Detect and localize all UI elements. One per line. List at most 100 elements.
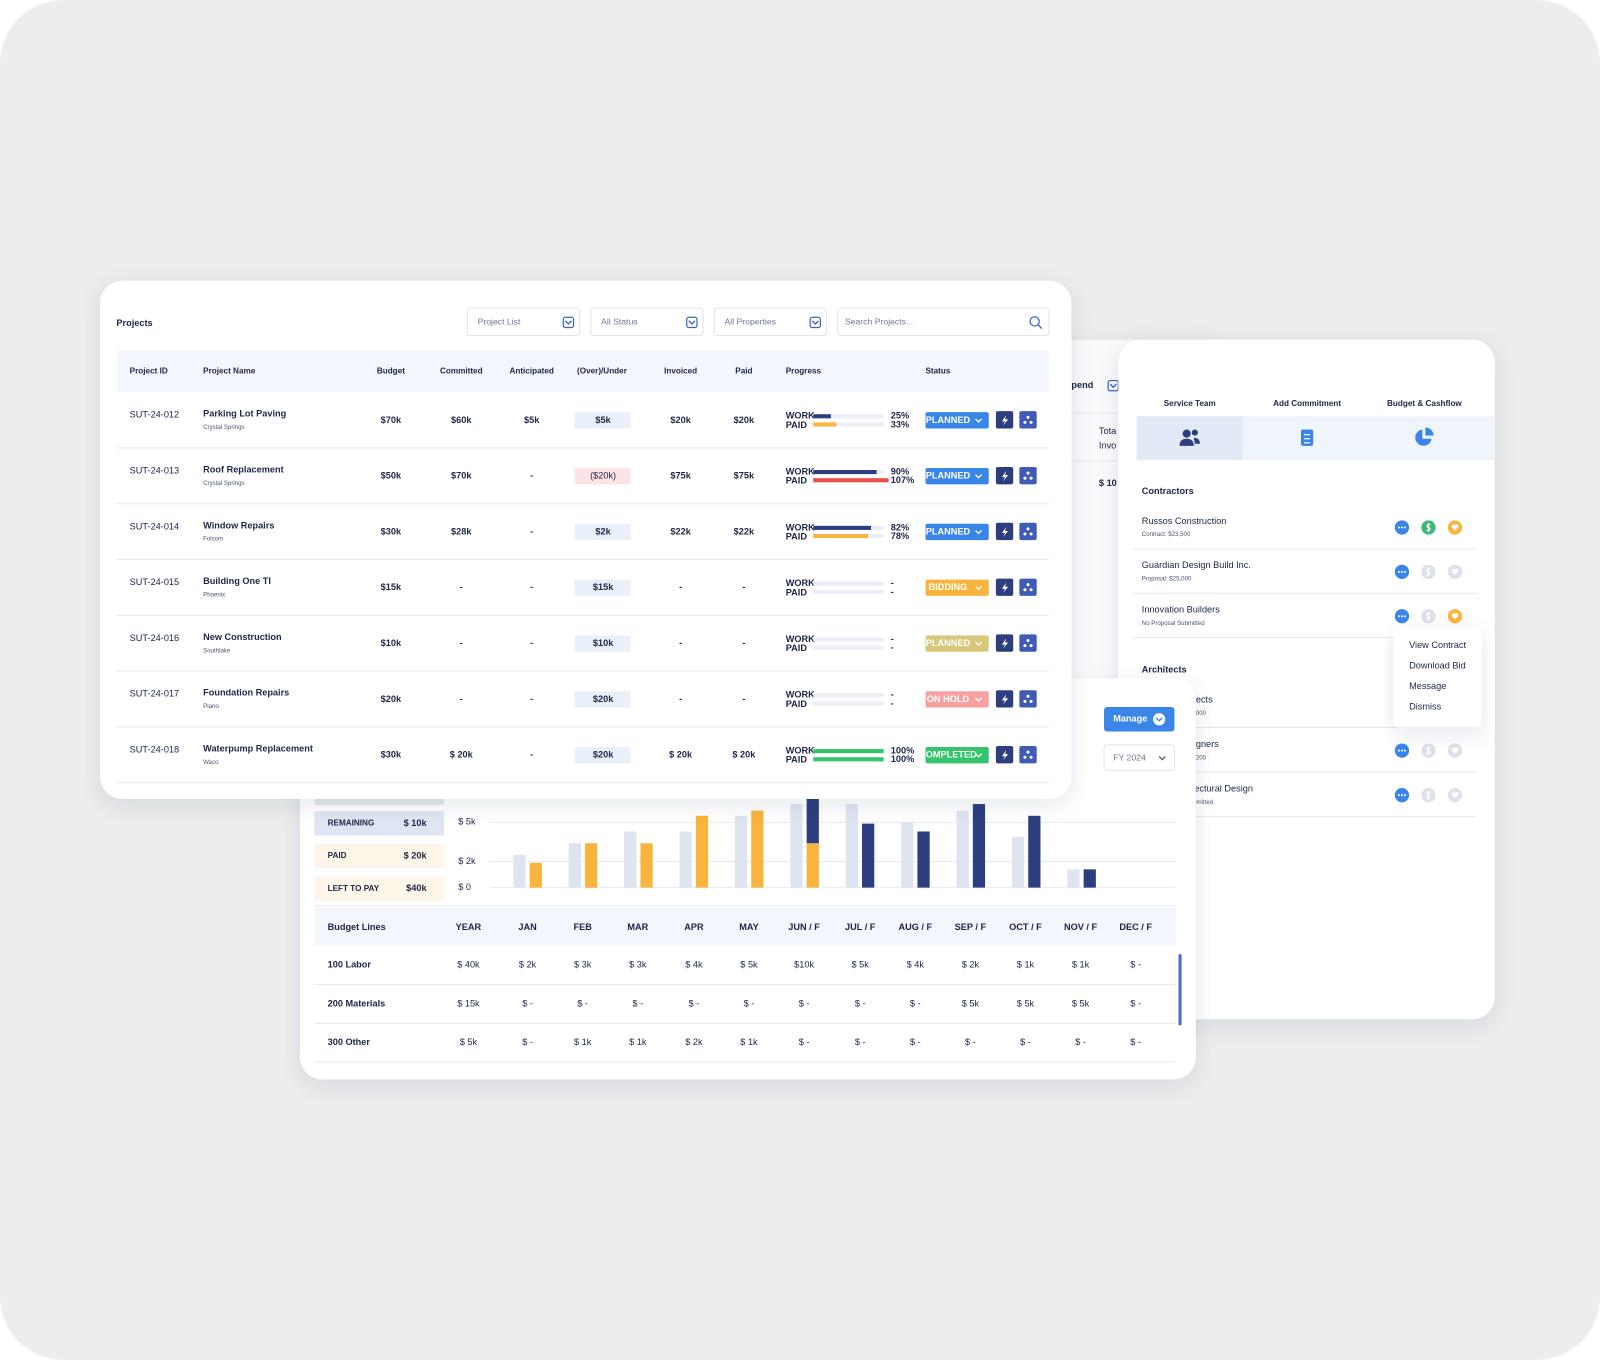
menu-item[interactable]: Download Bid xyxy=(1409,661,1466,671)
amount: $ 20k xyxy=(669,750,693,760)
team-button[interactable] xyxy=(1019,746,1037,764)
team-dot xyxy=(1029,476,1033,480)
chevron-icon xyxy=(1158,756,1166,761)
context-menu xyxy=(1393,628,1482,728)
status-pill[interactable] xyxy=(925,467,989,485)
progress-track xyxy=(813,645,884,650)
filter-select[interactable] xyxy=(466,307,581,337)
bar xyxy=(901,822,914,888)
more-dot xyxy=(1397,570,1400,573)
amount: $75k xyxy=(734,471,755,481)
status-pill[interactable] xyxy=(925,691,989,708)
cell: $ 40k xyxy=(457,960,480,970)
y-tick-label: $ 0 xyxy=(458,882,471,892)
cell: $ 3k xyxy=(574,960,592,970)
status-label: BIDDING xyxy=(929,582,968,592)
manage-label: Manage xyxy=(1113,714,1147,724)
project-location: Plano xyxy=(203,703,219,710)
menu-item[interactable]: View Contract xyxy=(1409,640,1466,650)
over-under: $5k xyxy=(595,415,611,425)
row-label: 300 Other xyxy=(328,1037,371,1047)
project-name: Waterpump Replacement xyxy=(203,743,313,753)
column-header: /Under xyxy=(601,367,628,376)
pie-icon xyxy=(1415,429,1432,446)
filter-select[interactable] xyxy=(590,307,704,337)
over-under: $2k xyxy=(595,526,611,536)
dollar-glyph xyxy=(1426,746,1431,756)
column-header: (Over) xyxy=(577,367,601,376)
paid-bar xyxy=(813,534,869,539)
team-dot xyxy=(1023,644,1027,648)
team-button[interactable] xyxy=(1019,690,1037,708)
cell: $ - xyxy=(910,1037,921,1047)
status-pill[interactable] xyxy=(925,523,989,541)
cell: $ 4k xyxy=(685,960,703,970)
chevron-icon xyxy=(975,474,983,479)
team-icon xyxy=(1193,437,1200,444)
project-location: Crystal Springs xyxy=(203,424,244,431)
scrollbar xyxy=(1178,953,1182,1026)
team-dot xyxy=(1023,476,1027,480)
status-pill[interactable] xyxy=(925,635,989,652)
more-dot xyxy=(1403,526,1407,529)
heart-glyph xyxy=(1451,747,1459,754)
status-pill[interactable] xyxy=(925,747,989,764)
team-dot xyxy=(1029,420,1033,424)
work-percent: - xyxy=(891,690,894,700)
status-pill[interactable] xyxy=(925,579,989,596)
progress-track xyxy=(813,422,884,427)
status-label: PLANNED xyxy=(926,415,971,425)
amount: $60k xyxy=(451,415,472,425)
team-dot xyxy=(1026,583,1030,587)
more-dot xyxy=(1397,526,1400,529)
tab-label: Add Commitment xyxy=(1273,399,1341,408)
search-icon xyxy=(1037,324,1043,329)
project-location: Phoenix xyxy=(203,592,225,599)
progress-label: WORK xyxy=(786,411,815,421)
team-dot xyxy=(1029,588,1033,592)
filter-label: Project List xyxy=(478,317,521,327)
team-button[interactable] xyxy=(1019,522,1037,541)
paid-percent: 100% xyxy=(891,754,914,764)
amount: - xyxy=(679,694,682,704)
amount: - xyxy=(460,638,463,648)
manage-button[interactable] xyxy=(1104,707,1175,732)
summary-row xyxy=(314,876,444,901)
team-button[interactable] xyxy=(1019,411,1037,429)
bar xyxy=(513,854,526,888)
more-dot xyxy=(1403,749,1407,752)
bar xyxy=(695,815,709,888)
team-dot xyxy=(1029,644,1033,648)
bar xyxy=(956,810,969,888)
more-dot xyxy=(1403,570,1407,573)
cell: $ - xyxy=(522,1037,533,1047)
search-box[interactable] xyxy=(837,307,1050,337)
progress-label: PAID xyxy=(786,699,808,709)
filter-select[interactable] xyxy=(713,307,828,337)
cell: $ - xyxy=(855,1037,866,1047)
team-button[interactable] xyxy=(1019,578,1037,596)
menu-item[interactable]: Dismiss xyxy=(1409,701,1442,711)
column-header: Invoiced xyxy=(664,367,697,376)
dollar-glyph xyxy=(1426,522,1431,533)
menu-item[interactable]: Message xyxy=(1409,681,1446,691)
project-id: SUT-24-016 xyxy=(130,633,179,643)
amount: $22k xyxy=(734,526,755,536)
team-button[interactable] xyxy=(1019,466,1037,485)
status-label: PLANNED xyxy=(926,638,971,648)
column-header: SEP / F xyxy=(955,922,987,932)
more-dot xyxy=(1403,794,1407,797)
amount: $20k xyxy=(734,415,755,425)
progress-label: PAID xyxy=(786,755,808,765)
team-dot xyxy=(1023,532,1027,536)
over-under-badge xyxy=(574,691,631,708)
team-button[interactable] xyxy=(1019,634,1037,652)
status-label: COMPLETED xyxy=(919,750,977,760)
team-dot xyxy=(1026,527,1030,531)
work-bar xyxy=(813,749,884,754)
year-select[interactable] xyxy=(1103,744,1175,771)
heart-glyph xyxy=(1451,792,1459,799)
status-pill[interactable] xyxy=(925,412,989,429)
